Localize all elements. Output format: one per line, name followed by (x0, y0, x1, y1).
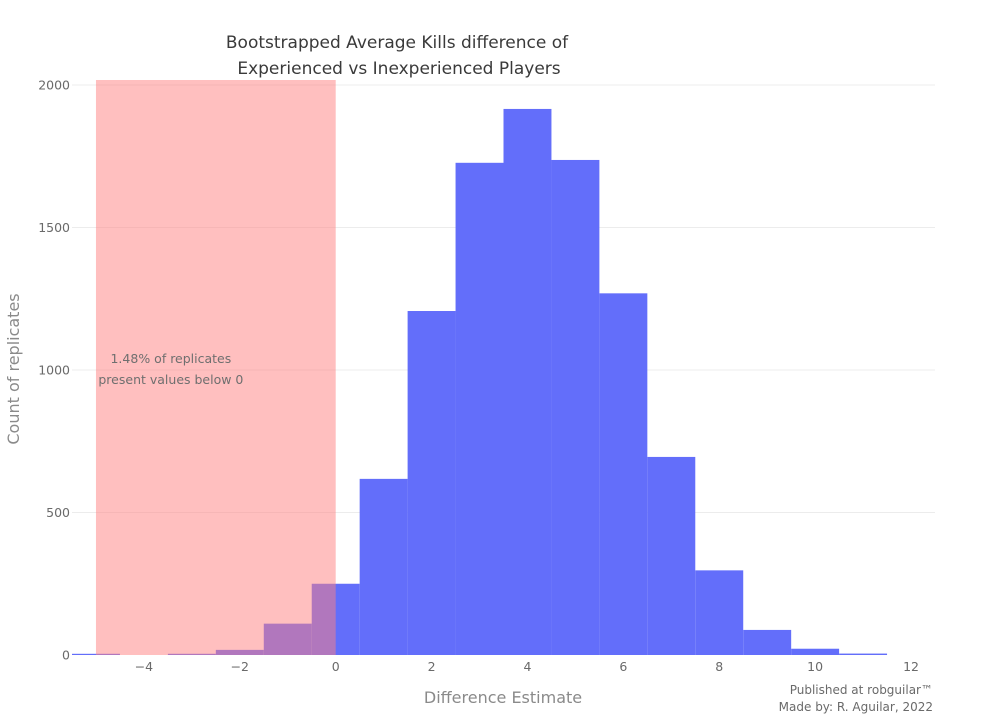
histogram-bar (839, 653, 888, 655)
histogram-bars (72, 108, 888, 655)
histogram-bar (647, 456, 696, 655)
x-tick-label: 0 (332, 659, 340, 674)
x-tick-label: −2 (231, 659, 249, 674)
x-tick-label: 10 (807, 659, 823, 674)
y-tick-label: 500 (46, 505, 70, 520)
y-tick-label: 1500 (38, 220, 70, 235)
x-tick-label: 12 (903, 659, 919, 674)
histogram-bar (791, 648, 840, 655)
histogram-bar (599, 293, 648, 655)
annotation-line-2: present values below 0 (98, 372, 243, 387)
x-tick-label: −4 (135, 659, 153, 674)
histogram-bar (551, 159, 600, 655)
histogram-bar (407, 311, 456, 655)
histogram-bar (743, 629, 792, 655)
chart-title-line-2: Experienced vs Inexperienced Players (237, 59, 560, 79)
credit-made-by: Made by: R. Aguilar, 2022 (779, 700, 933, 714)
histogram-bar (695, 570, 744, 655)
y-axis-title: Count of replicates (4, 293, 23, 444)
x-tick-label: 2 (428, 659, 436, 674)
x-tick-label: 4 (523, 659, 531, 674)
x-tick-label: 8 (715, 659, 723, 674)
x-tick-label: 6 (619, 659, 627, 674)
shaded-region-below-zero (95, 80, 336, 655)
histogram-bar (503, 108, 552, 655)
y-tick-label: 2000 (38, 78, 70, 93)
histogram-bar (455, 162, 504, 655)
y-tick-label: 0 (62, 648, 70, 663)
y-axis-ticks: 0 500 1000 1500 2000 (38, 78, 70, 663)
annotation-line-1: 1.48% of replicates (110, 351, 231, 366)
histogram-bar (359, 478, 408, 655)
y-tick-label: 1000 (38, 363, 70, 378)
chart-title-line-1: Bootstrapped Average Kills difference of (226, 33, 569, 53)
x-axis-title: Difference Estimate (424, 688, 582, 707)
x-axis-ticks: −4 −2 0 2 4 6 8 10 12 (135, 659, 919, 674)
credit-published: Published at robguilar™ (790, 683, 933, 697)
